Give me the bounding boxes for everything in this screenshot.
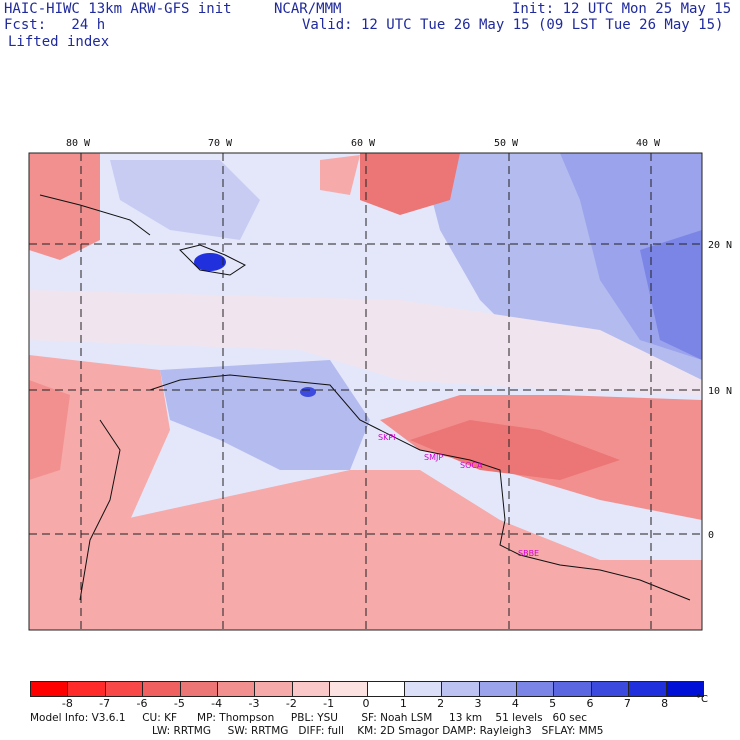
colorbar-tick-label: 1 (399, 697, 407, 710)
colorbar-tick-label: 7 (623, 697, 631, 710)
organization-label: NCAR/MMM (274, 1, 342, 17)
colorbar-tick-label: -7 (99, 697, 111, 710)
colorbar-cell (629, 682, 667, 696)
positive-region-far-east (640, 230, 702, 360)
colorbar (30, 681, 704, 697)
negative-region-north-atlantic (360, 153, 460, 215)
colorbar-cell (554, 682, 592, 696)
colorbar-tick-label: 8 (661, 697, 669, 710)
colorbar-cell (330, 682, 368, 696)
coastline-colombia (79, 419, 121, 601)
positive-max-venezuela (300, 387, 316, 397)
negative-region-panama (29, 380, 70, 480)
colorbar-cell (292, 682, 331, 696)
colorbar-tick-label: 6 (586, 697, 594, 710)
colorbar-unit: °C (696, 694, 708, 705)
coastline-cuba (39, 194, 151, 236)
lat-label-10n: 10 N (708, 386, 732, 397)
colorbar-cell (31, 682, 69, 696)
field-name: Lifted index (8, 34, 110, 50)
graticule (29, 153, 702, 630)
init-time: Init: 12 UTC Mon 25 May 15 (512, 1, 732, 17)
colorbar-cell (105, 682, 144, 696)
colorbar-cell (517, 682, 555, 696)
map-frame (28, 152, 703, 631)
coastline-hispaniola (179, 244, 246, 276)
colorbar-tick-label: -8 (61, 697, 73, 710)
colorbar-cell (666, 682, 704, 696)
model-title: HAIC-HIWC 13km ARW-GFS init (4, 1, 232, 17)
colorbar-tick-label: -3 (248, 697, 260, 710)
colorbar-tick-label: -5 (173, 697, 185, 710)
lon-label-80w: 80 W (66, 138, 91, 149)
colorbar-tick-label: -1 (323, 697, 335, 710)
colorbar-tick-label: 2 (437, 697, 445, 710)
colorbar-cell (255, 682, 293, 696)
city-label-skpi: SKPI (378, 433, 396, 442)
colorbar-tick-label: 3 (474, 697, 482, 710)
positive-max-hispaniola (194, 253, 226, 271)
lon-label-50w: 50 W (494, 138, 519, 149)
city-label-sbbe: SBBE (518, 549, 539, 558)
lon-label-60w: 60 W (351, 138, 376, 149)
negative-region-guiana-core (410, 420, 620, 480)
forecast-hour: Fcst: 24 h (4, 17, 106, 33)
city-label-soca: SOCA (460, 461, 483, 470)
colorbar-cell (217, 682, 256, 696)
colorbar-tick-label: -6 (136, 697, 148, 710)
colorbar-tick-label: 0 (362, 697, 370, 710)
coastline-guiana-brazil (379, 429, 691, 601)
colorbar-tick-label: -4 (211, 697, 223, 710)
colorbar-cell (367, 682, 405, 696)
model-info-line-1: Model Info: V3.6.1 CU: KF MP: Thompson P… (30, 712, 587, 724)
lon-label-40w: 40 W (636, 138, 661, 149)
model-info-line-2: LW: RRTMG SW: RRTMG DIFF: full KM: 2D Sm… (152, 725, 604, 737)
negative-region-north-atlantic-west (320, 155, 360, 195)
colorbar-cell (404, 682, 443, 696)
colorbar-cell (180, 682, 218, 696)
positive-region-venezuela (160, 360, 370, 470)
lat-label-20n: 20 N (708, 240, 732, 251)
coastlines (39, 194, 691, 601)
colorbar-tick-label: 5 (549, 697, 557, 710)
lon-label-70w: 70 W (208, 138, 233, 149)
lat-label-0: 0 (708, 530, 714, 541)
coastline-venezuela (149, 374, 381, 431)
colorbar-cell (479, 682, 518, 696)
negative-region-amazon (110, 470, 702, 630)
colorbar-cell (143, 682, 181, 696)
colorbar-tick-label: 4 (511, 697, 519, 710)
city-label-smjp: SMJP (424, 453, 443, 462)
valid-time: Valid: 12 UTC Tue 26 May 15 (09 LST Tue … (302, 17, 724, 33)
negative-region-cuba (29, 153, 100, 260)
colorbar-tick-label: -2 (285, 697, 297, 710)
colorbar-cell (442, 682, 480, 696)
colorbar-cell (591, 682, 630, 696)
colorbar-cell (68, 682, 106, 696)
